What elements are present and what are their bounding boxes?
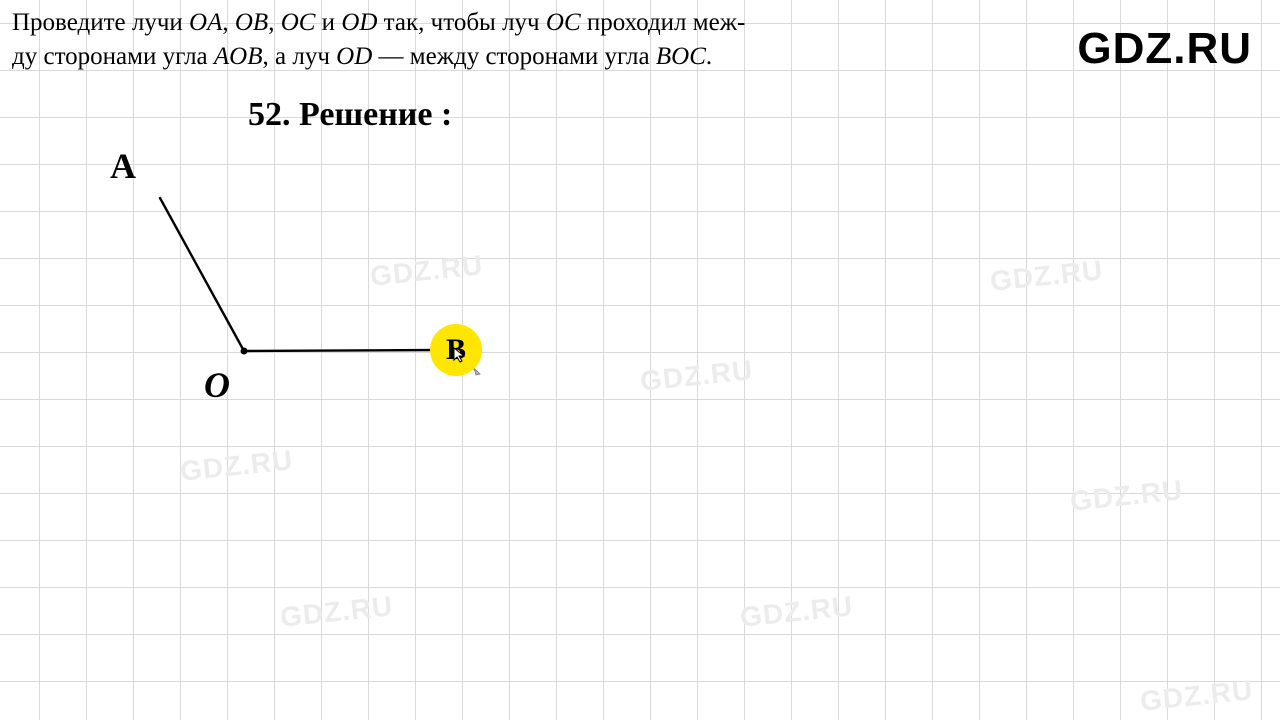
- label-O: O: [204, 364, 230, 406]
- grid-background: [0, 0, 1280, 720]
- solution-header: 52. Решение :: [248, 96, 452, 134]
- ray-OC: OC: [281, 9, 316, 36]
- text: Проведите лучи: [12, 9, 189, 36]
- ray-OD: OD: [341, 9, 377, 36]
- ray-OB: OB: [235, 9, 268, 36]
- label-A: A: [110, 145, 136, 187]
- text: ,: [268, 9, 281, 36]
- text: так, чтобы луч: [377, 9, 545, 36]
- ray-OA: OA: [189, 9, 222, 36]
- text: , а луч: [263, 43, 337, 70]
- ray-OC-2: OC: [546, 9, 581, 36]
- angle-AOB: AOB: [214, 43, 263, 70]
- text: — между сторонами угла: [372, 43, 656, 70]
- cursor-highlight: B: [430, 324, 482, 376]
- text: ду сторонами угла: [12, 43, 214, 70]
- pointer-icon: [452, 346, 470, 364]
- ray-OD-2: OD: [336, 43, 372, 70]
- text: и: [315, 9, 341, 36]
- angle-BOC: BOC: [656, 43, 706, 70]
- text: .: [706, 43, 712, 70]
- text: проходил меж-: [581, 9, 746, 36]
- text: ,: [222, 9, 235, 36]
- site-logo: GDZ.RU: [1077, 24, 1252, 74]
- problem-statement: Проведите лучи OA, OB, OC и OD так, чтоб…: [12, 6, 980, 74]
